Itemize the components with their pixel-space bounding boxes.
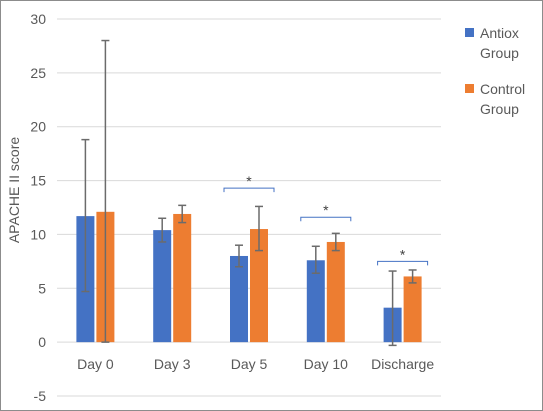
significance-bracket [300,216,352,222]
y-tick-label: 20 [30,119,46,135]
x-tick-label: Day 5 [231,356,268,372]
y-tick-label: -5 [34,388,47,404]
bar-control [326,241,345,343]
significance-star: * [400,246,406,262]
x-tick-label: Discharge [371,356,434,372]
significance-bracket [223,187,275,193]
y-axis-title: APACHE II score [6,137,22,244]
bar-control [250,229,268,343]
bar-control [403,276,422,343]
bar-control [173,213,192,343]
bar-antiox [230,255,248,343]
legend-swatch-antiox [465,28,474,37]
significance-star: * [323,202,329,218]
x-axis-tick-labels: Day 0 Day 3 Day 5 Day 10 Discharge [77,356,434,372]
y-axis-tick-labels: -5 0 5 10 15 20 25 30 [30,11,46,404]
legend-label-antiox: Antiox Group [480,25,519,61]
bar-antiox [153,230,172,343]
legend-swatch-control [465,84,474,93]
bars [76,211,422,343]
significance-bracket [377,260,429,266]
significance-brackets: * * * [223,173,429,266]
y-tick-label: 5 [38,280,46,296]
y-tick-label: 15 [30,173,46,189]
x-tick-label: Day 3 [154,356,191,372]
legend: Antiox Group Control Group [465,25,525,117]
y-tick-label: 30 [30,11,46,27]
y-tick-label: 25 [30,65,46,81]
x-tick-label: Day 10 [304,356,349,372]
y-tick-label: 10 [30,226,46,242]
bar-antiox [306,260,325,343]
significance-star: * [246,173,252,189]
gridlines [57,18,441,397]
y-tick-label: 0 [38,334,46,350]
x-tick-label: Day 0 [77,356,114,372]
error-bars [81,39,417,347]
legend-label-control: Control Group [480,81,525,117]
